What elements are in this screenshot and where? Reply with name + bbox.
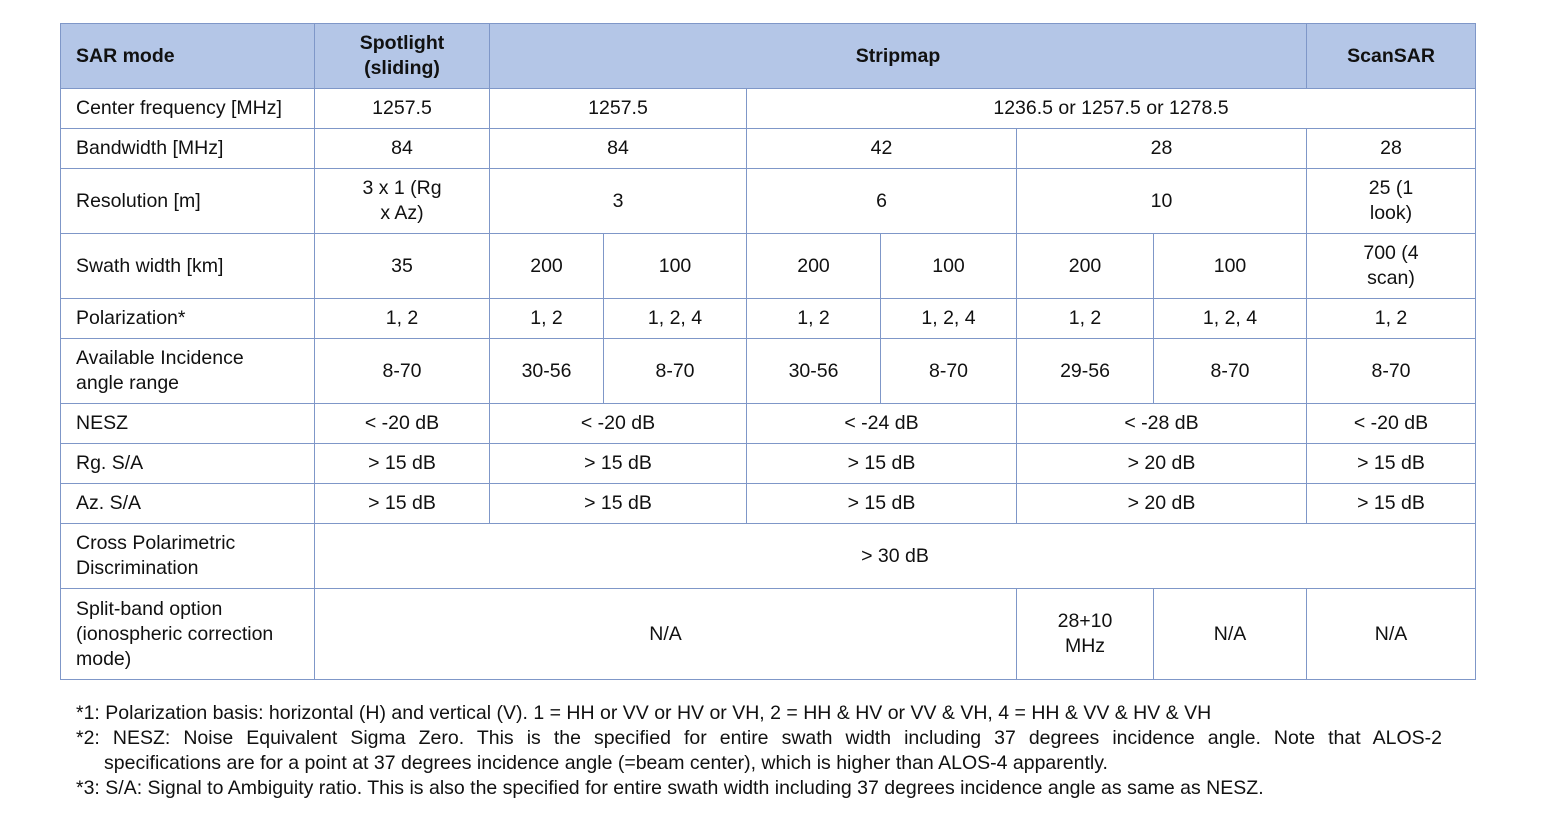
table-cell: 100 [1152,233,1308,299]
table-cell: < -20 dB [489,403,747,444]
table-row-center-frequency: Center frequency [MHz] 1257.5 1257.5 123… [60,88,1477,129]
table-row-polarization: Polarization* 1, 2 1, 2 1, 2, 4 1, 2 1, … [60,298,1477,339]
table-cell: 25 (1 look) [1306,168,1477,234]
table-cell: 8-70 [314,338,490,404]
table-row-split-band: Split-band option (ionospheric correctio… [60,588,1477,680]
table-cell: 1, 2, 4 [880,298,1017,339]
table-cell: 1, 2 [1016,298,1154,339]
table-cell: > 20 dB [1015,483,1308,524]
header-spotlight: Spotlight (sliding) [314,23,490,89]
table-cell: N/A [314,588,1017,680]
row-label: Available Incidence angle range [60,338,315,404]
table-row-incidence-angle: Available Incidence angle range 8-70 30-… [60,338,1477,404]
table-row-nesz: NESZ < -20 dB < -20 dB < -24 dB < -28 dB… [60,403,1477,444]
table-cell: > 15 dB [489,483,747,524]
table-row-resolution: Resolution [m] 3 x 1 (Rg x Az) 3 6 10 25… [60,168,1477,234]
footnote-1: *1: Polarization basis: horizontal (H) a… [76,702,1212,724]
table-cell: > 15 dB [746,483,1017,524]
table-cell: 8-70 [603,338,747,404]
table-row-az-sa: Az. S/A > 15 dB > 15 dB > 15 dB > 20 dB … [60,483,1477,524]
row-label: NESZ [60,403,315,444]
table-cell: 1, 2 [746,298,881,339]
header-row: SAR mode Spotlight (sliding) Stripmap Sc… [60,23,1477,89]
table-cell: 1, 2 [489,298,604,339]
footnote-2-line-2: specifications are for a point at 37 deg… [104,752,1108,774]
table-cell: > 15 dB [1306,483,1477,524]
table-cell: > 15 dB [314,483,490,524]
table-cell: 3 x 1 (Rg x Az) [314,168,490,234]
table-cell: 1, 2 [314,298,490,339]
table-row-rg-sa: Rg. S/A > 15 dB > 15 dB > 15 dB > 20 dB … [60,443,1477,484]
table-cell: 100 [880,233,1017,299]
table-cell: 3 [489,168,747,234]
table-cell: < -28 dB [1015,403,1308,444]
table-cell: 8-70 [880,338,1017,404]
header-sar-mode: SAR mode [60,23,315,89]
table-cell: 10 [1015,168,1308,234]
table-cell: 200 [489,233,604,299]
table-cell: 28+10 MHz [1016,588,1154,680]
table-cell: 28 [1015,128,1308,169]
row-label: Resolution [m] [60,168,315,234]
table-cell: 42 [746,128,1017,169]
row-label: Cross Polarimetric Discrimination [60,523,315,589]
table-cell: 30-56 [489,338,604,404]
header-stripmap: Stripmap [488,23,1308,89]
table-cell: 8-70 [1306,338,1477,404]
footnote-2-line-1: *2: NESZ: Noise Equivalent Sigma Zero. T… [76,727,1442,749]
table-cell: 84 [489,128,747,169]
table-cell: 84 [314,128,490,169]
table-cell: > 30 dB [313,523,1477,589]
table-cell: 1257.5 [489,88,747,129]
table-cell: 100 [603,233,747,299]
table-cell: 1236.5 or 1257.5 or 1278.5 [745,88,1477,129]
table-cell: 29-56 [1016,338,1154,404]
table-cell: > 15 dB [314,443,490,484]
table-cell: < -20 dB [1306,403,1477,444]
row-label: Center frequency [MHz] [60,88,315,129]
footnote-3: *3: S/A: Signal to Ambiguity ratio. This… [76,777,1264,799]
table-cell: 1, 2 [1306,298,1477,339]
table-cell: 6 [746,168,1017,234]
table-row-swath-width: Swath width [km] 35 200 100 200 100 200 … [60,233,1477,299]
table-cell: 1, 2, 4 [603,298,747,339]
table-cell: 1, 2, 4 [1152,298,1308,339]
table-cell: 700 (4 scan) [1306,233,1477,299]
row-label: Swath width [km] [60,233,315,299]
table-cell: 200 [746,233,881,299]
row-label: Rg. S/A [60,443,315,484]
sar-spec-table: SAR mode Spotlight (sliding) Stripmap Sc… [60,23,1477,680]
row-label: Polarization* [60,298,315,339]
table-cell: 28 [1306,128,1477,169]
footnotes: *1: Polarization basis: horizontal (H) a… [76,701,1442,801]
table-cell: 35 [314,233,490,299]
row-label: Split-band option (ionospheric correctio… [60,588,315,680]
table-cell: < -20 dB [314,403,490,444]
table-cell: > 15 dB [489,443,747,484]
table-row-bandwidth: Bandwidth [MHz] 84 84 42 28 28 [60,128,1477,169]
table-cell: 8-70 [1152,338,1308,404]
table-cell: 30-56 [746,338,881,404]
table-cell: > 15 dB [1306,443,1477,484]
row-label: Bandwidth [MHz] [60,128,315,169]
table-cell: > 15 dB [746,443,1017,484]
table-cell: N/A [1306,588,1477,680]
table-cell: > 20 dB [1015,443,1308,484]
table-cell: < -24 dB [746,403,1017,444]
table-cell: 200 [1016,233,1154,299]
table-cell: 1257.5 [314,88,490,129]
table-cell: N/A [1152,588,1308,680]
header-scansar: ScanSAR [1306,23,1477,89]
row-label: Az. S/A [60,483,315,524]
table-row-cross-pol: Cross Polarimetric Discrimination > 30 d… [60,523,1477,589]
